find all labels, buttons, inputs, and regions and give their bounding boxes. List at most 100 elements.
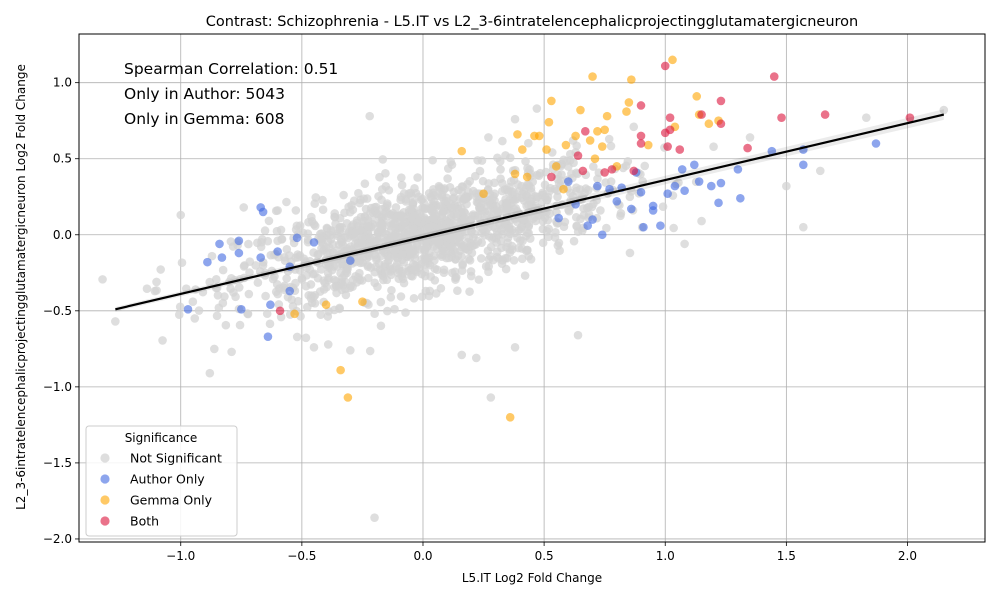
point-not-significant — [378, 155, 388, 164]
point-author-only — [677, 165, 687, 174]
point-not-significant — [282, 274, 291, 283]
point-not-significant — [428, 213, 438, 223]
point-not-significant — [350, 228, 360, 238]
point-gemma-only — [597, 142, 607, 151]
point-both — [820, 110, 830, 119]
point-not-significant — [446, 157, 456, 166]
point-not-significant — [420, 267, 430, 276]
point-not-significant — [629, 122, 639, 132]
point-not-significant — [464, 246, 473, 255]
point-not-significant — [239, 203, 249, 212]
point-not-significant — [502, 185, 512, 195]
point-gemma-only — [522, 172, 532, 182]
point-not-significant — [640, 161, 650, 171]
point-not-significant — [449, 193, 459, 202]
point-not-significant — [211, 275, 221, 284]
point-not-significant — [150, 286, 160, 296]
point-author-only — [736, 193, 745, 203]
point-gemma-only — [510, 169, 520, 179]
point-not-significant — [534, 171, 544, 180]
point-not-significant — [365, 346, 375, 356]
point-not-significant — [317, 235, 326, 245]
point-not-significant — [526, 254, 536, 264]
point-not-significant — [218, 265, 228, 275]
point-not-significant — [418, 194, 427, 204]
point-not-significant — [324, 243, 334, 252]
point-not-significant — [262, 309, 272, 319]
point-not-significant — [430, 275, 440, 285]
point-not-significant — [451, 273, 460, 282]
point-not-significant — [602, 223, 611, 233]
point-gemma-only — [622, 107, 631, 116]
point-author-only — [639, 222, 648, 232]
y-tick-label: −1.5 — [43, 456, 72, 470]
point-not-significant — [505, 153, 515, 163]
point-both — [665, 125, 675, 135]
point-not-significant — [477, 238, 486, 247]
point-not-significant — [553, 192, 562, 202]
point-not-significant — [226, 273, 236, 283]
point-not-significant — [458, 260, 467, 270]
point-not-significant — [253, 278, 263, 287]
point-not-significant — [302, 302, 312, 312]
point-gemma-only — [643, 140, 653, 150]
point-author-only — [694, 177, 704, 186]
point-not-significant — [484, 261, 494, 271]
point-not-significant — [397, 180, 407, 190]
point-not-significant — [421, 260, 430, 269]
point-not-significant — [538, 238, 548, 248]
point-gemma-only — [593, 127, 602, 136]
point-not-significant — [188, 297, 198, 306]
point-not-significant — [301, 333, 311, 343]
point-not-significant — [330, 212, 339, 222]
y-tick-label: 1.0 — [53, 76, 72, 90]
point-not-significant — [573, 330, 583, 340]
axes — [75, 33, 986, 546]
point-not-significant — [475, 206, 485, 215]
point-not-significant — [517, 254, 527, 264]
point-gemma-only — [321, 300, 331, 310]
point-not-significant — [569, 236, 579, 246]
point-not-significant — [213, 290, 223, 300]
point-both — [629, 166, 639, 176]
point-not-significant — [580, 188, 589, 198]
point-not-significant — [336, 238, 346, 247]
point-not-significant — [492, 206, 502, 215]
point-not-significant — [345, 207, 355, 217]
y-axis-label: L2_3-6intratelencephalicprojectingglutam… — [14, 64, 28, 510]
legend-marker-author-only — [100, 474, 110, 484]
point-not-significant — [488, 194, 497, 203]
point-gemma-only — [668, 55, 677, 65]
point-not-significant — [376, 321, 386, 331]
point-not-significant — [564, 206, 574, 216]
point-author-only — [217, 253, 227, 262]
point-not-significant — [452, 209, 462, 219]
point-not-significant — [309, 343, 319, 352]
point-not-significant — [420, 204, 430, 214]
point-not-significant — [401, 229, 410, 238]
point-not-significant — [352, 218, 362, 228]
point-not-significant — [181, 284, 191, 293]
point-not-significant — [397, 272, 407, 281]
point-author-only — [266, 300, 275, 310]
point-author-only — [564, 177, 573, 186]
point-not-significant — [370, 513, 379, 522]
point-not-significant — [514, 243, 523, 253]
point-not-significant — [567, 169, 576, 178]
point-not-significant — [355, 268, 364, 278]
point-not-significant — [484, 133, 493, 142]
point-not-significant — [709, 142, 718, 151]
point-not-significant — [297, 275, 307, 284]
point-not-significant — [323, 268, 333, 278]
point-not-significant — [357, 276, 367, 285]
point-not-significant — [152, 277, 161, 287]
point-author-only — [636, 187, 646, 197]
point-not-significant — [525, 234, 535, 243]
point-not-significant — [212, 311, 222, 321]
point-gemma-only — [590, 154, 600, 164]
point-gemma-only — [542, 145, 551, 154]
point-not-significant — [396, 195, 405, 205]
point-author-only — [256, 253, 265, 262]
point-both — [580, 127, 590, 136]
